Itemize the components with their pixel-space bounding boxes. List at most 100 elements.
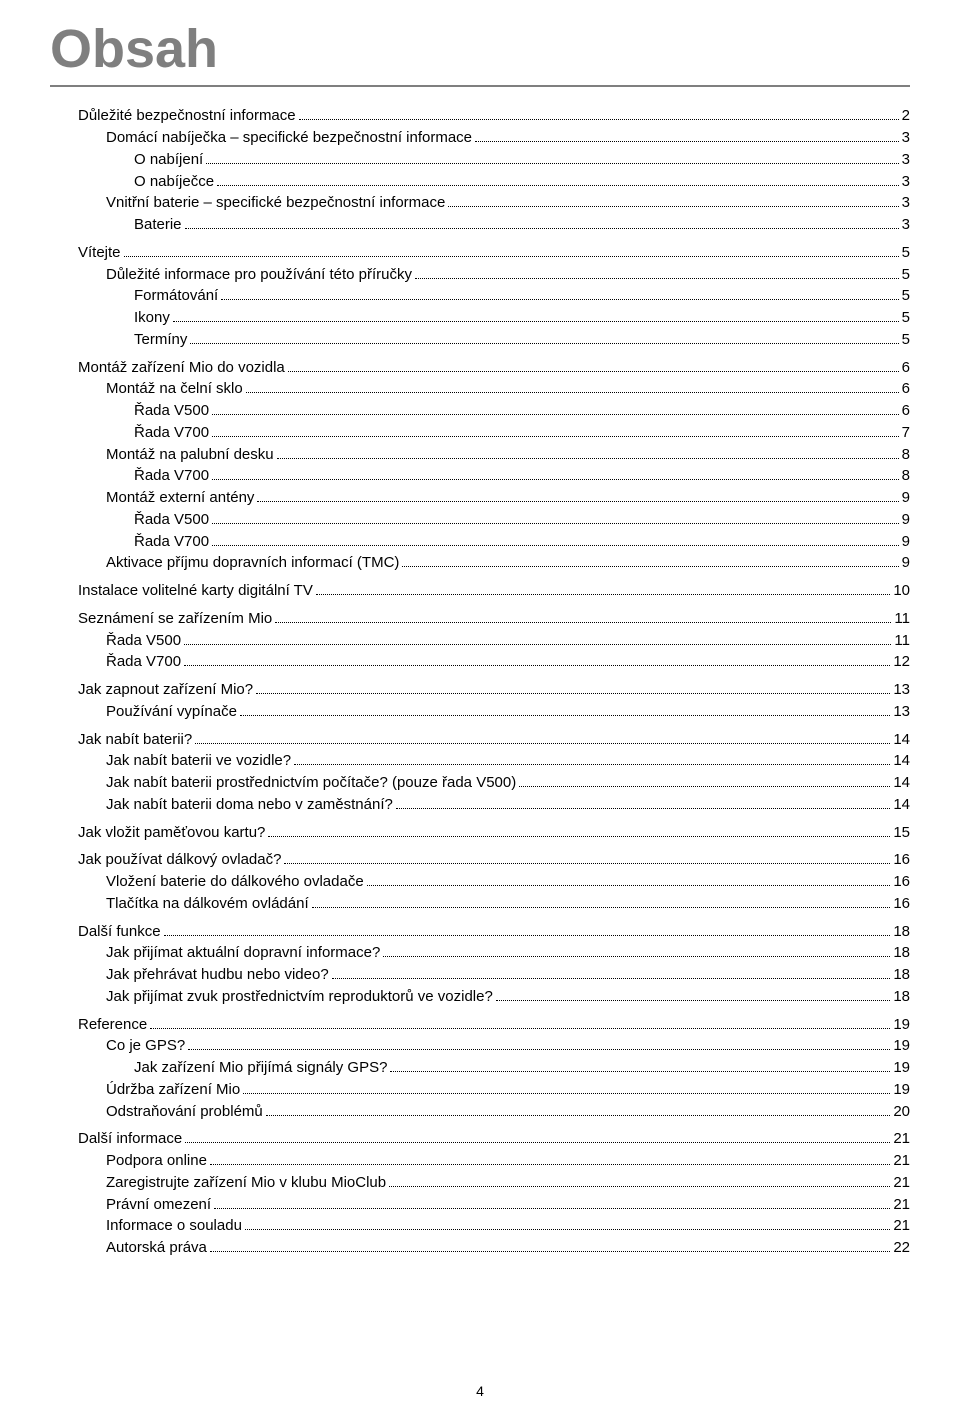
toc-leader [245,1216,890,1231]
toc-entry: Důležité informace pro používání této př… [106,264,910,286]
toc-entry-page: 14 [893,729,910,751]
toc-entry-page: 3 [902,127,910,149]
toc-entry-page: 18 [893,942,910,964]
toc-entry-page: 3 [902,214,910,236]
toc-entry: Jak přijímat zvuk prostřednictvím reprod… [106,986,910,1008]
toc-entry-label: Důležité informace pro používání této př… [106,264,412,286]
toc-entry-label: Montáž na čelní sklo [106,378,243,400]
toc-entry-label: Jak vložit paměťovou kartu? [78,822,265,844]
toc-leader [389,1172,890,1187]
toc-entry-label: Jak nabít baterii prostřednictvím počíta… [106,772,516,794]
toc-leader [212,401,899,416]
toc-leader [212,531,899,546]
toc-entry: Reference19 [78,1014,910,1036]
toc-entry: Jak nabít baterii?14 [78,729,910,751]
toc-entry: Řada V7009 [134,531,910,553]
toc-leader [257,488,898,503]
toc-entry-label: Řada V500 [134,509,209,531]
toc-entry-page: 19 [893,1035,910,1057]
toc-entry: Jak zařízení Mio přijímá signály GPS?19 [134,1057,910,1079]
toc-leader [150,1014,890,1029]
toc-entry-page: 5 [902,285,910,307]
toc-entry-page: 14 [893,794,910,816]
toc-entry-page: 5 [902,264,910,286]
toc-leader [268,822,890,837]
toc-entry-label: Podpora online [106,1150,207,1172]
toc-leader [519,773,890,788]
toc-leader [288,357,899,372]
page-title: Obsah [50,20,910,87]
toc-entry-page: 3 [902,149,910,171]
toc-entry-page: 13 [893,701,910,723]
toc-entry-label: Řada V700 [106,651,181,673]
toc-entry-page: 19 [893,1014,910,1036]
toc-entry-page: 18 [893,964,910,986]
toc-entry: Právní omezení21 [106,1194,910,1216]
toc-entry: O nabíječce3 [134,171,910,193]
toc-leader [185,1129,890,1144]
toc-entry-label: Řada V500 [106,630,181,652]
toc-leader [402,553,898,568]
toc-entry-label: Domácí nabíječka – specifické bezpečnost… [106,127,472,149]
toc-entry-label: Co je GPS? [106,1035,185,1057]
toc-leader [190,329,898,344]
toc-leader [294,751,890,766]
toc-entry-label: Baterie [134,214,182,236]
toc-entry-page: 13 [893,679,910,701]
toc-leader [217,171,899,186]
toc-entry-page: 9 [902,531,910,553]
toc-entry-label: Tlačítka na dálkovém ovládání [106,893,309,915]
toc-entry-label: Vítejte [78,242,121,264]
toc-entry-page: 19 [893,1079,910,1101]
toc-entry: Baterie 3 [134,214,910,236]
toc-entry: Podpora online21 [106,1150,910,1172]
toc-entry: Používání vypínače13 [106,701,910,723]
toc-leader [185,215,899,230]
toc-entry: Údržba zařízení Mio19 [106,1079,910,1101]
toc-entry-page: 11 [894,608,910,630]
toc-entry: Montáž na palubní desku8 [106,444,910,466]
toc-entry-label: Právní omezení [106,1194,211,1216]
toc-leader [266,1101,891,1116]
toc-entry-label: Montáž zařízení Mio do vozidla [78,357,285,379]
toc-entry-label: Jak používat dálkový ovladač? [78,849,281,871]
toc-entry: Tlačítka na dálkovém ovládání 16 [106,893,910,915]
toc-entry-page: 16 [893,893,910,915]
toc-leader [212,509,899,524]
toc-entry-label: Další informace [78,1128,182,1150]
toc-entry: Řada V7008 [134,465,910,487]
toc-entry-page: 15 [893,822,910,844]
toc-entry-page: 18 [893,921,910,943]
toc-entry-page: 20 [893,1101,910,1123]
toc-entry-label: Autorská práva [106,1237,207,1259]
toc-leader [277,444,899,459]
toc-entry-page: 3 [902,171,910,193]
toc-entry-label: Řada V700 [134,422,209,444]
toc-leader [367,872,891,887]
table-of-contents: Důležité bezpečnostní informace2Domácí n… [50,105,910,1259]
toc-leader [284,850,890,865]
toc-entry-page: 22 [893,1237,910,1259]
toc-entry: Jak nabít baterii doma nebo v zaměstnání… [106,794,910,816]
toc-leader [212,422,899,437]
toc-entry-page: 21 [893,1172,910,1194]
toc-entry-page: 8 [902,465,910,487]
toc-entry: Jak přehrávat hudbu nebo video?18 [106,964,910,986]
toc-entry: Termíny5 [134,329,910,351]
toc-leader [243,1079,890,1094]
toc-entry-page: 9 [902,552,910,574]
toc-entry-label: O nabíjení [134,149,203,171]
toc-entry-page: 9 [902,509,910,531]
toc-entry: Aktivace příjmu dopravních informací (TM… [106,552,910,574]
toc-leader [184,630,891,645]
toc-entry-label: Formátování [134,285,218,307]
toc-entry: Důležité bezpečnostní informace2 [78,105,910,127]
toc-entry: Řada V5006 [134,400,910,422]
toc-entry-page: 12 [893,651,910,673]
toc-leader [390,1058,890,1073]
toc-leader [188,1036,890,1051]
toc-leader [173,308,899,323]
toc-entry-page: 21 [893,1128,910,1150]
toc-leader [256,680,890,695]
toc-leader [212,466,899,481]
